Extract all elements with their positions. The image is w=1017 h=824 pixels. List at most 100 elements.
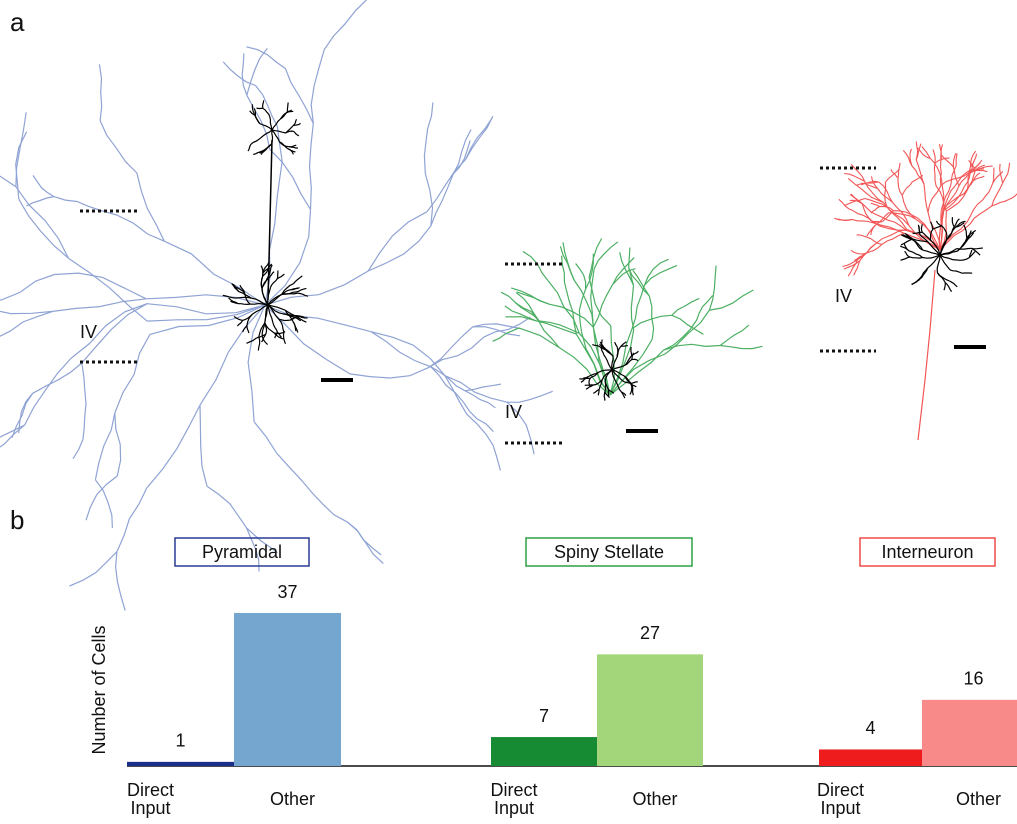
neurite	[277, 274, 284, 279]
neurite	[257, 108, 263, 109]
neurite	[848, 178, 861, 189]
neurite	[270, 149, 311, 209]
neurite	[931, 222, 933, 229]
neurite	[945, 283, 951, 292]
neurite	[901, 257, 911, 260]
neurite	[68, 258, 147, 321]
neurite	[428, 337, 483, 368]
neurite	[238, 304, 250, 305]
category-label: Other	[615, 790, 695, 808]
neurite	[0, 275, 54, 304]
neurite	[606, 358, 612, 370]
neurite	[272, 119, 280, 130]
neurite	[843, 260, 858, 267]
neurite	[280, 111, 287, 119]
layer-label: IV	[80, 322, 97, 342]
category-label: Direct Input	[484, 781, 544, 817]
bar	[234, 613, 341, 766]
neurite	[263, 100, 264, 108]
panel-label: a	[10, 7, 25, 37]
neurite	[918, 270, 935, 440]
neurite	[115, 413, 121, 476]
neurite	[285, 69, 313, 124]
neurite	[82, 363, 86, 417]
neurite	[265, 271, 368, 305]
neurite	[147, 304, 265, 314]
neurite	[236, 297, 252, 298]
neurite	[898, 163, 900, 178]
neurite	[463, 402, 493, 432]
neurite	[350, 368, 428, 378]
neurite	[921, 224, 922, 232]
neurite	[0, 155, 16, 187]
neurite	[95, 413, 114, 480]
neurite	[428, 327, 472, 368]
category-label: Other	[253, 790, 333, 808]
neurite	[19, 199, 69, 258]
neurite	[99, 210, 164, 241]
neurite	[33, 175, 54, 196]
neurite	[137, 173, 164, 241]
neurite	[970, 206, 992, 224]
neurite	[898, 178, 902, 195]
neurite	[992, 199, 1009, 206]
neurite	[477, 424, 500, 470]
neurite	[598, 389, 599, 395]
neurite	[1009, 192, 1017, 199]
neurite	[242, 53, 247, 95]
neurite	[200, 405, 207, 486]
neurite	[901, 239, 913, 245]
neurite	[882, 233, 904, 244]
neurite	[207, 486, 247, 528]
neurite	[293, 276, 302, 284]
panel-label: b	[10, 505, 24, 535]
neurite	[0, 300, 53, 314]
neurite	[505, 306, 537, 321]
neurite	[16, 187, 69, 259]
neurite	[73, 417, 85, 459]
bar	[922, 700, 1017, 766]
neurite	[909, 251, 923, 258]
neurite	[27, 197, 55, 206]
neurite	[272, 130, 273, 144]
neurite	[672, 298, 700, 315]
neurite	[284, 332, 286, 344]
neurite	[871, 225, 876, 235]
neurite	[117, 488, 147, 552]
neurite	[904, 243, 909, 251]
figure: a b IV IV IV Number of Cells Pyramidal13…	[0, 0, 1017, 824]
bar	[127, 762, 234, 766]
neurite	[905, 251, 910, 257]
neurite	[465, 384, 501, 391]
neurite	[844, 174, 864, 182]
figure-canvas: a b IV IV IV Number of Cells Pyramidal13…	[0, 0, 1017, 824]
neurite	[720, 325, 749, 345]
neurite	[952, 217, 954, 227]
neurite	[277, 271, 278, 279]
neurite	[971, 248, 982, 249]
layer-label: IV	[505, 402, 522, 422]
neurite	[251, 138, 261, 144]
neurite	[579, 289, 585, 332]
neurite	[950, 281, 958, 287]
neurite	[273, 322, 278, 332]
y-axis-label: Number of Cells	[89, 625, 109, 754]
neurite	[348, 522, 382, 555]
neurite	[851, 250, 865, 254]
neurite	[424, 156, 432, 226]
bar	[819, 749, 922, 766]
neurite	[25, 358, 71, 425]
neurite	[615, 342, 618, 348]
neurite	[916, 278, 922, 283]
neurite	[310, 124, 314, 210]
neurite	[604, 392, 605, 401]
neurite	[302, 481, 347, 522]
neurite	[589, 378, 590, 387]
neurite	[621, 346, 628, 347]
neurite	[649, 296, 653, 340]
neurite	[891, 169, 898, 178]
group-name: Spiny Stellate	[554, 542, 664, 562]
neurite	[507, 391, 553, 402]
neurite	[910, 257, 923, 258]
neurite	[944, 283, 945, 291]
